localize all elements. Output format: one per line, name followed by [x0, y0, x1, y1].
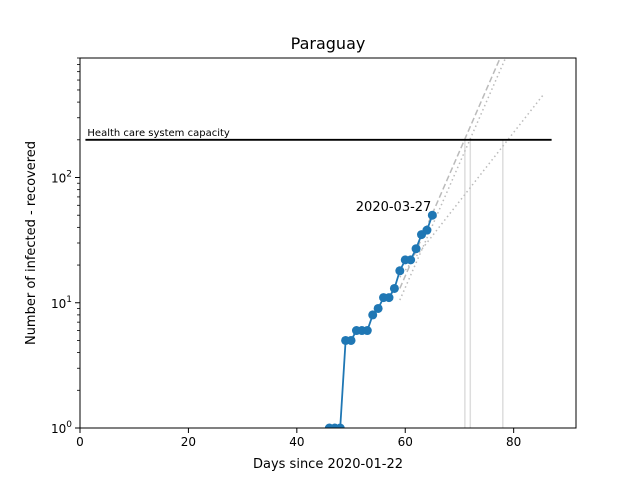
data-point [395, 266, 405, 276]
fit-line-dotted [399, 94, 545, 278]
y-axis-label: Number of infected - recovered [24, 141, 39, 345]
data-point [389, 283, 399, 293]
fit-line-dotted [399, 58, 507, 301]
x-tick-label: 80 [506, 435, 521, 449]
data-point [411, 244, 421, 254]
y-tick-label: 100 [51, 420, 72, 436]
plot-frame [79, 57, 577, 429]
data-point [368, 310, 378, 320]
data-point [427, 210, 437, 220]
chart-title: Paraguay [291, 34, 366, 53]
data-point [346, 335, 356, 345]
x-tick-label: 60 [398, 435, 413, 449]
data-point [384, 293, 394, 303]
data-point [406, 255, 416, 265]
date-annotation: 2020-03-27 [356, 200, 432, 215]
data-point [335, 423, 345, 428]
y-tick-label: 102 [51, 170, 72, 186]
fit-line-dashed [399, 58, 501, 289]
x-axis: 0 20 40 60 80 [76, 428, 521, 449]
y-axis: 100 101 102 [51, 57, 80, 436]
y-tick-label: 101 [51, 295, 72, 311]
x-tick-label: 20 [181, 435, 196, 449]
capacity-label: Health care system capacity [87, 128, 229, 139]
x-tick-label: 0 [76, 435, 84, 449]
plot-area: Health care system capacity 2020-03-27 [85, 58, 552, 428]
x-tick-label: 40 [289, 435, 304, 449]
data-point [373, 303, 383, 313]
x-axis-label: Days since 2020-01-22 [253, 457, 403, 472]
data-point [362, 326, 372, 336]
data-point [422, 225, 432, 235]
